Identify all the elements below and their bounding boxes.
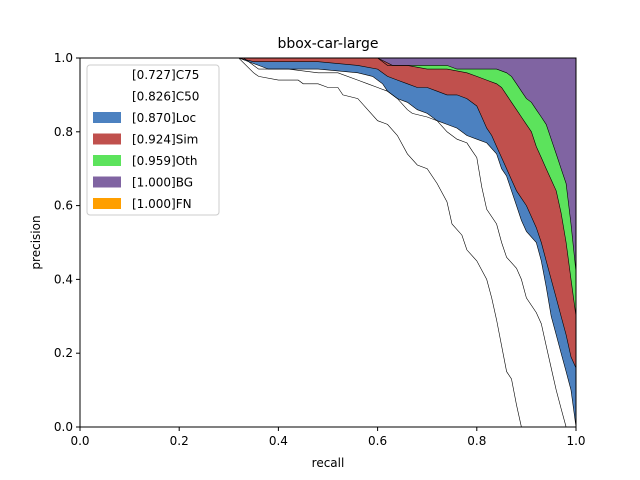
legend-label: [1.000]FN xyxy=(132,197,192,211)
legend-swatch xyxy=(93,133,121,145)
y-tick-label: 0.8 xyxy=(54,125,73,139)
y-tick-label: 0.6 xyxy=(54,199,73,213)
line-bg-boundary xyxy=(377,57,577,273)
legend-label: [1.000]BG xyxy=(132,176,193,190)
legend-swatch xyxy=(93,155,121,166)
x-tick-label: 1.0 xyxy=(566,434,585,448)
legend-swatch xyxy=(93,112,121,123)
y-axis-title: precision xyxy=(29,215,43,269)
x-axis-title: recall xyxy=(312,456,345,470)
legend-swatch xyxy=(93,90,121,102)
axes-frame xyxy=(79,57,577,428)
legend: [0.727]C75 [0.826]C50 [0.870]Loc [0.924]Sim… xyxy=(86,64,220,216)
line-oth-boundary xyxy=(80,57,577,317)
line-sim-boundary xyxy=(80,57,577,369)
legend-label: [0.870]Loc xyxy=(132,111,196,125)
y-tick-label: 0.0 xyxy=(54,420,73,434)
legend-swatch xyxy=(93,198,121,209)
legend-label: [0.924]Sim xyxy=(132,133,198,147)
chart-title: bbox-car-large xyxy=(278,36,379,52)
y-tick-label: 0.2 xyxy=(54,346,73,360)
line-c50 xyxy=(80,57,567,428)
y-tick-label: 0.4 xyxy=(54,272,73,286)
legend-label: [0.826]C50 xyxy=(132,90,199,104)
legend-label: [0.959]Oth xyxy=(132,154,197,168)
x-tick-label: 0.8 xyxy=(467,434,486,448)
area-bg xyxy=(377,58,576,272)
y-axis-ticks: 0.0 0.2 0.4 0.6 0.8 1.0 xyxy=(54,51,80,434)
legend-swatch xyxy=(93,69,121,80)
line-c75 xyxy=(80,57,522,428)
x-tick-label: 0.4 xyxy=(269,434,288,448)
x-tick-label: 0.6 xyxy=(368,434,387,448)
x-tick-label: 0.2 xyxy=(170,434,189,448)
x-axis-ticks: 0.0 0.2 0.4 0.6 0.8 1.0 xyxy=(70,427,586,448)
line-loc-boundary xyxy=(80,57,577,428)
legend-label: [0.727]C75 xyxy=(132,68,199,82)
y-tick-label: 1.0 xyxy=(54,51,73,65)
x-tick-label: 0.0 xyxy=(70,434,89,448)
legend-swatch xyxy=(93,176,121,188)
curve-lines xyxy=(80,57,577,428)
